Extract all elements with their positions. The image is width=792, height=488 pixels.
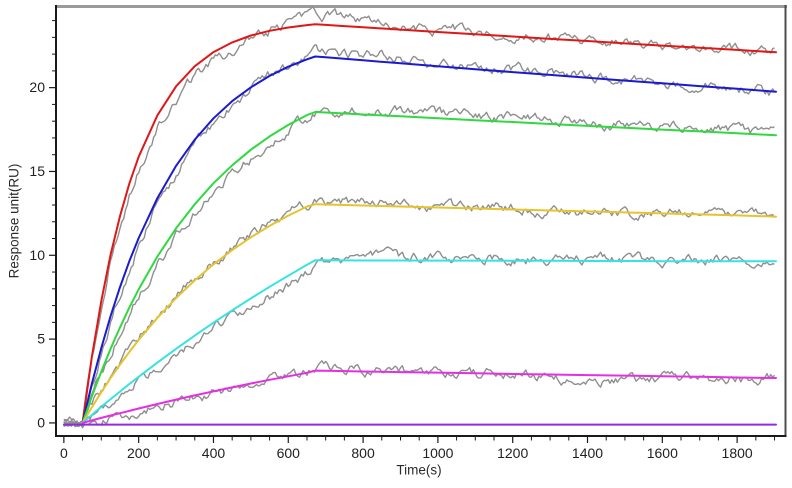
fit-magenta-curve [81, 369, 777, 424]
x-axis-ticks: 0 200 400 600 800 1000 1200 1400 1600 1800 [60, 437, 776, 461]
x-tick-label: 1200 [497, 445, 528, 461]
y-tick-label: 10 [29, 247, 45, 263]
fit-red-curve [81, 23, 777, 424]
x-tick-label: 1600 [647, 445, 678, 461]
y-tick-label: 5 [37, 331, 45, 347]
x-tick-label: 1000 [422, 445, 453, 461]
y-axis-ticks: 0 5 10 15 20 [29, 20, 56, 430]
x-tick-label: 400 [202, 445, 226, 461]
y-tick-label: 20 [29, 79, 45, 95]
x-axis-title: Time(s) [396, 462, 442, 478]
measured-trace-red [63, 6, 775, 428]
fit-blue-curve [81, 55, 777, 424]
y-axis-title: Response unit(RU) [6, 163, 22, 279]
measured-traces [63, 6, 776, 429]
x-tick-label: 800 [351, 445, 375, 461]
measured-trace-yellow [63, 196, 776, 429]
measured-trace-green [63, 105, 775, 427]
x-tick-label: 1800 [722, 445, 753, 461]
x-tick-label: 0 [60, 445, 68, 461]
x-tick-label: 200 [127, 445, 151, 461]
x-tick-label: 600 [277, 445, 301, 461]
measured-trace-magenta [63, 360, 776, 429]
fit-curves [62, 23, 777, 426]
measured-trace-blue [63, 44, 776, 427]
x-tick-label: 1400 [572, 445, 603, 461]
fit-green-curve [81, 111, 777, 424]
fit-yellow-curve [81, 203, 777, 424]
fit-cyan-curve [81, 259, 777, 424]
measured-trace-cyan [63, 246, 775, 427]
y-tick-label: 15 [29, 163, 45, 179]
y-tick-label: 0 [37, 414, 45, 430]
